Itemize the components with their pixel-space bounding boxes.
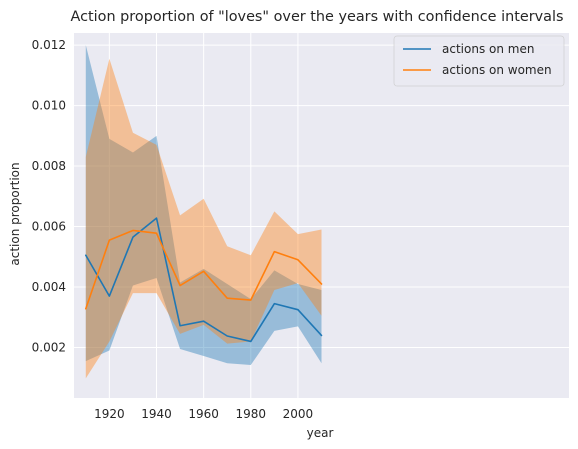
x-tick-label: 1960 [188, 407, 219, 421]
y-tick-label: 0.002 [32, 340, 66, 354]
legend-label-0: actions on men [442, 42, 534, 56]
y-tick-label: 0.006 [32, 220, 66, 234]
x-tick-label: 2000 [283, 407, 314, 421]
y-tick-label: 0.004 [32, 280, 66, 294]
y-tick-label: 0.010 [32, 99, 66, 113]
x-axis-label: year [307, 426, 334, 440]
y-axis-label: action proportion [8, 162, 22, 265]
chart-title: Action proportion of "loves" over the ye… [71, 9, 564, 25]
x-tick-label: 1940 [141, 407, 172, 421]
legend-label-1: actions on women [442, 63, 552, 77]
y-tick-label: 0.012 [32, 38, 66, 52]
x-tick-label: 1920 [94, 407, 125, 421]
legend: actions on men actions on women [394, 36, 564, 86]
y-tick-label: 0.008 [32, 159, 66, 173]
x-tick-label: 1980 [236, 407, 267, 421]
x-axis-ticks: 1920 1940 1960 1980 2000 [94, 407, 313, 421]
y-axis-ticks: 0.002 0.004 0.006 0.008 0.010 0.012 [32, 38, 66, 354]
